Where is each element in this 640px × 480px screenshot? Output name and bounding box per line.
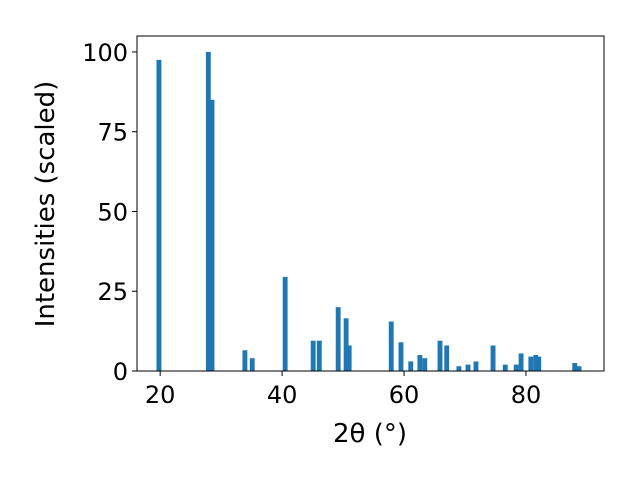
bar [408,361,414,371]
bar [242,350,248,371]
bar [388,321,394,371]
bar [473,361,479,371]
bar [490,345,496,371]
y-tick-label: 100 [82,39,128,67]
bar [343,318,349,371]
bar [465,364,471,371]
bar [518,353,524,371]
bar [335,307,341,371]
bar [513,364,519,371]
bar [422,358,428,371]
bar [437,340,443,371]
bar [316,340,322,371]
plot-frame [136,35,605,372]
x-tick-label: 80 [511,381,542,409]
y-tick-label: 50 [97,198,128,226]
bar [310,340,316,371]
bar [502,364,508,371]
x-tick-label: 40 [267,381,298,409]
x-tick-label: 20 [145,381,176,409]
y-tick-label: 75 [97,119,128,147]
y-tick-label: 0 [113,358,128,386]
y-axis-label: Intensities (scaled) [31,81,61,328]
bar [249,358,255,371]
bar [536,356,542,371]
bar [444,345,450,371]
bar [572,363,578,371]
y-tick-label: 25 [97,278,128,306]
bar [456,366,462,371]
bar [209,99,215,372]
bar [398,342,404,371]
bar [205,51,211,371]
bar [576,366,582,371]
x-axis-label: 2θ (°) [333,419,407,449]
bar [282,276,288,371]
bar [156,59,162,372]
bar [417,355,423,371]
x-tick-label: 60 [389,381,420,409]
bar [533,355,539,371]
bar [528,356,534,371]
bar [346,345,352,371]
